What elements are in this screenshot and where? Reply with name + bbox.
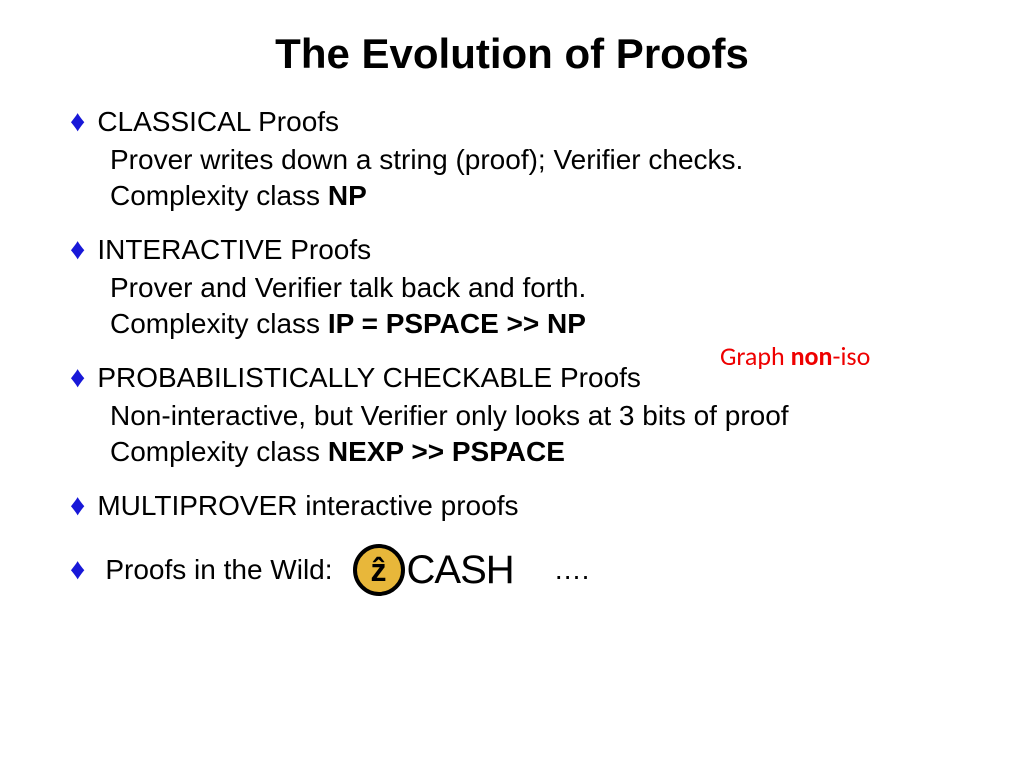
diamond-icon: ♦ [70,107,85,137]
zcash-logo: ẑ CASH [353,544,514,596]
diamond-icon: ♦ [70,491,85,521]
item-line: Prover and Verifier talk back and forth. [110,272,954,304]
item-line: Non-interactive, but Verifier only looks… [110,400,954,432]
bullet-item-interactive: ♦ INTERACTIVE Proofs Prover and Verifier… [70,234,954,340]
item-title: Proofs in the Wild: [105,554,332,586]
diamond-icon: ♦ [70,235,85,265]
zcash-circle-icon: ẑ [353,544,405,596]
item-title: CLASSICAL Proofs [97,106,339,138]
item-line: Prover writes down a string (proof); Ver… [110,144,954,176]
diamond-icon: ♦ [70,363,85,393]
bullet-item-classical: ♦ CLASSICAL Proofs Prover writes down a … [70,106,954,212]
item-title: INTERACTIVE Proofs [97,234,371,266]
annotation-graph-noniso: Graph non-iso [720,340,870,372]
item-line: Complexity class NEXP >> PSPACE [110,436,954,468]
bullet-item-wild: ♦ Proofs in the Wild: ẑ CASH …. [70,544,954,596]
bullet-item-multiprover: ♦ MULTIPROVER interactive proofs [70,490,954,522]
slide-title: The Evolution of Proofs [70,30,954,78]
item-title: MULTIPROVER interactive proofs [97,490,518,522]
bullet-item-pcp: ♦ PROBABILISTICALLY CHECKABLE Proofs Non… [70,362,954,468]
item-line: Complexity class IP = PSPACE >> NP [110,308,954,340]
diamond-icon: ♦ [70,555,85,585]
zcash-text: CASH [407,548,514,593]
item-title: PROBABILISTICALLY CHECKABLE Proofs [97,362,641,394]
item-line: Complexity class NP [110,180,954,212]
ellipsis-text: …. [554,554,590,586]
